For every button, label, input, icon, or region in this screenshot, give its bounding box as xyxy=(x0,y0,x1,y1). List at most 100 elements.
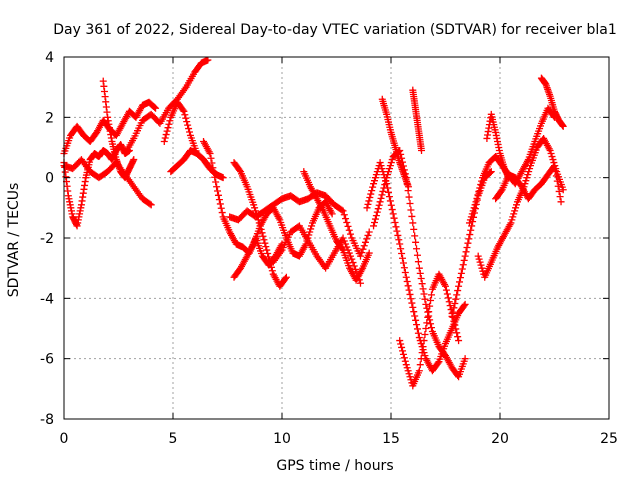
x-tick-label: 0 xyxy=(60,431,69,447)
data-point xyxy=(377,162,385,170)
data-point xyxy=(252,207,260,215)
data-point xyxy=(185,125,193,133)
data-point xyxy=(364,200,372,208)
data-point xyxy=(387,159,395,167)
data-point xyxy=(369,183,377,191)
x-tick-label: 20 xyxy=(491,431,509,447)
data-point xyxy=(402,273,410,281)
data-point xyxy=(559,186,567,194)
data-point xyxy=(161,134,169,142)
data-point xyxy=(373,208,381,216)
data-point xyxy=(401,357,409,365)
data-point xyxy=(405,193,413,201)
data-point xyxy=(547,150,555,158)
data-point xyxy=(461,355,469,363)
data-point xyxy=(360,242,368,250)
data-point xyxy=(476,184,484,192)
data-point xyxy=(478,177,486,185)
data-point xyxy=(410,308,418,316)
series-sat-x xyxy=(537,74,567,130)
data-point xyxy=(378,165,386,173)
data-point xyxy=(472,198,480,206)
x-tick-labels: 0 5 10 15 20 25 xyxy=(60,431,618,447)
series-sat-r xyxy=(409,86,426,155)
data-point xyxy=(393,227,401,235)
data-point xyxy=(460,302,468,310)
data-point xyxy=(204,56,212,64)
data-point xyxy=(356,279,364,287)
data-point xyxy=(412,238,420,246)
data-point xyxy=(414,329,422,337)
data-point xyxy=(465,219,473,227)
series-sat-u xyxy=(474,134,567,281)
data-point xyxy=(420,290,428,298)
data-point xyxy=(263,246,271,254)
series-sat-g xyxy=(167,147,221,179)
data-point xyxy=(399,350,407,358)
data-point xyxy=(416,361,424,369)
data-point xyxy=(365,197,373,205)
data-point xyxy=(261,239,269,247)
data-point xyxy=(264,250,272,258)
data-point xyxy=(445,298,453,306)
data-point xyxy=(471,201,479,209)
data-point xyxy=(469,207,477,215)
y-tick-label: -8 xyxy=(40,412,54,428)
data-point xyxy=(525,168,533,176)
data-point xyxy=(183,118,191,126)
data-point xyxy=(556,193,564,201)
data-point xyxy=(464,239,472,247)
data-point xyxy=(454,333,462,341)
data-point xyxy=(370,222,378,230)
data-point xyxy=(474,191,482,199)
data-point xyxy=(130,156,138,164)
data-point xyxy=(553,177,561,185)
data-point xyxy=(454,287,462,295)
data-point xyxy=(465,235,473,243)
data-point xyxy=(254,216,262,224)
data-point xyxy=(419,285,427,293)
data-point xyxy=(363,235,371,243)
data-point xyxy=(166,117,174,125)
x-tick-label: 15 xyxy=(382,431,400,447)
data-point xyxy=(442,282,449,290)
data-point xyxy=(403,364,411,372)
data-point xyxy=(359,245,367,253)
series-sat-d xyxy=(99,77,138,182)
data-point xyxy=(208,159,216,167)
data-point xyxy=(510,210,518,218)
data-point xyxy=(404,367,412,375)
data-point xyxy=(214,191,222,199)
data-point xyxy=(424,313,432,321)
data-point xyxy=(419,343,427,351)
data-points xyxy=(60,56,567,390)
data-point xyxy=(549,156,557,164)
data-point xyxy=(344,222,352,230)
series-sat-j xyxy=(230,159,290,290)
data-point xyxy=(406,200,414,208)
data-point xyxy=(395,236,403,244)
data-point xyxy=(398,250,406,258)
data-point xyxy=(420,337,428,345)
data-point xyxy=(368,187,376,195)
data-point xyxy=(252,210,260,218)
data-point xyxy=(211,173,219,181)
data-point xyxy=(453,329,461,337)
data-point xyxy=(152,104,160,112)
data-point xyxy=(413,251,421,259)
data-point xyxy=(468,210,476,218)
data-point xyxy=(411,312,419,320)
data-point xyxy=(378,191,386,199)
data-point xyxy=(422,300,430,308)
data-point xyxy=(374,205,382,213)
data-point xyxy=(376,198,384,206)
data-point xyxy=(551,162,558,170)
data-point xyxy=(394,231,402,239)
axis-ticks xyxy=(63,56,610,420)
data-point xyxy=(338,206,346,214)
data-point xyxy=(385,168,393,176)
y-tick-label: -6 xyxy=(40,352,54,368)
data-point xyxy=(214,187,222,195)
